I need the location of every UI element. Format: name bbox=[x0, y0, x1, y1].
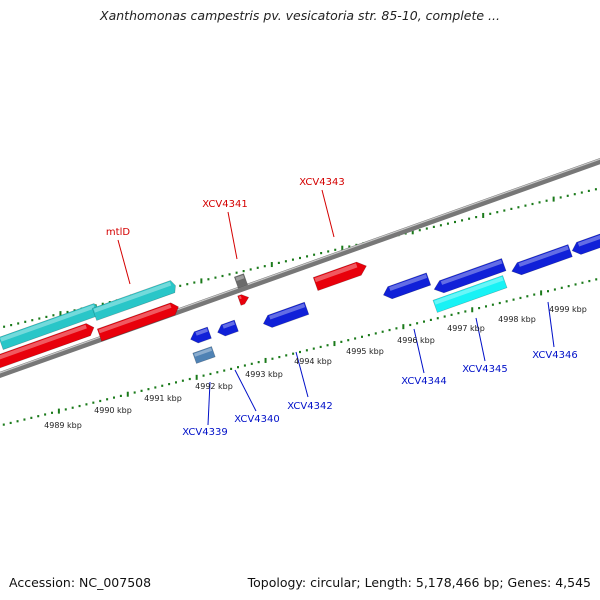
scale-label: 4999 kbp bbox=[549, 305, 587, 314]
accession-text: Accession: NC_007508 bbox=[9, 575, 152, 590]
scale-label: 4998 kbp bbox=[498, 315, 536, 324]
gene-XCV4346[interactable] bbox=[511, 244, 573, 276]
gene-label-forward[interactable]: mtlD bbox=[106, 227, 130, 238]
gene-mtlD[interactable] bbox=[96, 302, 179, 342]
scale-label: 4996 kbp bbox=[397, 336, 435, 345]
gene-features[interactable] bbox=[0, 231, 600, 369]
scale-label: 4990 kbp bbox=[94, 406, 132, 415]
leader-line bbox=[413, 328, 425, 374]
gene-XCV4345[interactable] bbox=[433, 258, 507, 294]
map-title: Xanthomonas campestris pv. vesicatoria s… bbox=[100, 8, 500, 23]
leader-line bbox=[117, 239, 131, 285]
leader-line bbox=[227, 211, 238, 260]
backbone-line bbox=[0, 157, 600, 379]
gene-labels: mtlD XCV4341 XCV4343 XCV4339 XCV4340 XCV4342 X… bbox=[44, 177, 587, 438]
topology-stats: Topology: circular; Length: 5,178,466 bp… bbox=[247, 575, 591, 590]
gene-label-reverse[interactable]: XCV4344 bbox=[401, 376, 446, 387]
gene-XCV4339-pseudo[interactable] bbox=[192, 346, 216, 364]
gene-XCV4340[interactable] bbox=[217, 319, 239, 337]
rna-gene-forward-2[interactable] bbox=[91, 280, 176, 321]
gene-XCV4341[interactable] bbox=[237, 294, 250, 306]
rna-gene-reverse-1[interactable] bbox=[432, 275, 508, 313]
gene-label-reverse[interactable]: XCV4345 bbox=[462, 364, 507, 375]
chromosome-backbone bbox=[0, 157, 600, 379]
gene-XCV4341-pseudo[interactable] bbox=[233, 273, 249, 289]
scale-label: 4989 kbp bbox=[44, 421, 82, 430]
gene-label-reverse[interactable]: XCV4342 bbox=[287, 401, 332, 412]
gene-XCV4339[interactable] bbox=[190, 326, 212, 344]
leader-line bbox=[321, 189, 335, 238]
leader-line bbox=[207, 381, 211, 426]
scale-label: 4991 kbp bbox=[144, 394, 182, 403]
leader-line bbox=[475, 317, 486, 362]
scale-label: 4994 kbp bbox=[294, 357, 332, 366]
gene-XCV4342[interactable] bbox=[262, 301, 310, 328]
gene-XCV4343[interactable] bbox=[312, 261, 367, 292]
gene-label-reverse[interactable]: XCV4346 bbox=[532, 350, 577, 361]
label-leaders bbox=[117, 189, 555, 426]
leader-line bbox=[295, 351, 309, 398]
gene-XCV4344[interactable] bbox=[382, 272, 432, 300]
gene-edge-right[interactable] bbox=[571, 231, 600, 255]
gene-label-forward[interactable]: XCV4341 bbox=[202, 199, 247, 210]
gene-label-forward[interactable]: XCV4343 bbox=[299, 177, 344, 188]
gene-label-reverse[interactable]: XCV4339 bbox=[182, 427, 227, 438]
backbone-highlight bbox=[0, 158, 600, 374]
leader-line bbox=[234, 369, 257, 412]
scale-label: 4992 kbp bbox=[195, 382, 233, 391]
gene-label-reverse[interactable]: XCV4340 bbox=[234, 414, 279, 425]
scale-label: 4995 kbp bbox=[346, 347, 384, 356]
scale-label: 4997 kbp bbox=[447, 324, 485, 333]
scale-label: 4993 kbp bbox=[245, 370, 283, 379]
leader-line bbox=[547, 301, 555, 348]
gene-mtlD-neighbor[interactable] bbox=[0, 323, 95, 369]
